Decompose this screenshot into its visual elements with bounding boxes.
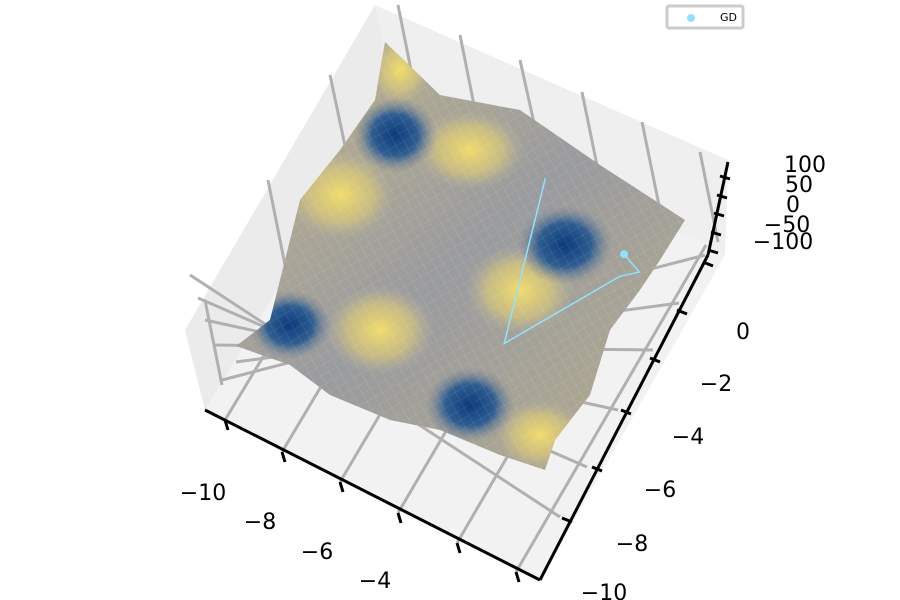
legend-frame bbox=[665, 4, 745, 30]
y-tick-label: 0 bbox=[736, 320, 750, 345]
z-tick-label: −100 bbox=[753, 230, 813, 255]
x-tick-label: −8 bbox=[244, 510, 276, 535]
y-tick-label: −2 bbox=[700, 372, 732, 397]
legend: GD bbox=[665, 4, 745, 30]
axis-ticks bbox=[223, 174, 731, 583]
x-tick-label: −6 bbox=[301, 540, 333, 565]
gd-path-line bbox=[503, 178, 641, 346]
z-tick-label: 50 bbox=[785, 173, 813, 198]
x-tick-label: −4 bbox=[359, 569, 391, 594]
gd-current-point bbox=[620, 250, 629, 259]
y-axis-line bbox=[538, 254, 710, 581]
z-tick-label: 0 bbox=[786, 193, 800, 218]
z-tick-label: 100 bbox=[784, 153, 826, 178]
y-tick-label: −8 bbox=[616, 532, 648, 557]
x-axis-line bbox=[204, 408, 541, 582]
y-tick-label: −4 bbox=[672, 425, 704, 450]
legend-label: GD bbox=[720, 11, 737, 24]
z-tick-label: −50 bbox=[764, 213, 810, 238]
left-pane bbox=[185, 5, 395, 410]
y-tick-label: −6 bbox=[644, 478, 676, 503]
y-tick-label: −10 bbox=[581, 581, 627, 600]
gd-trajectory bbox=[503, 178, 641, 346]
x-tick-label: −10 bbox=[180, 481, 226, 506]
legend-marker bbox=[687, 14, 695, 22]
